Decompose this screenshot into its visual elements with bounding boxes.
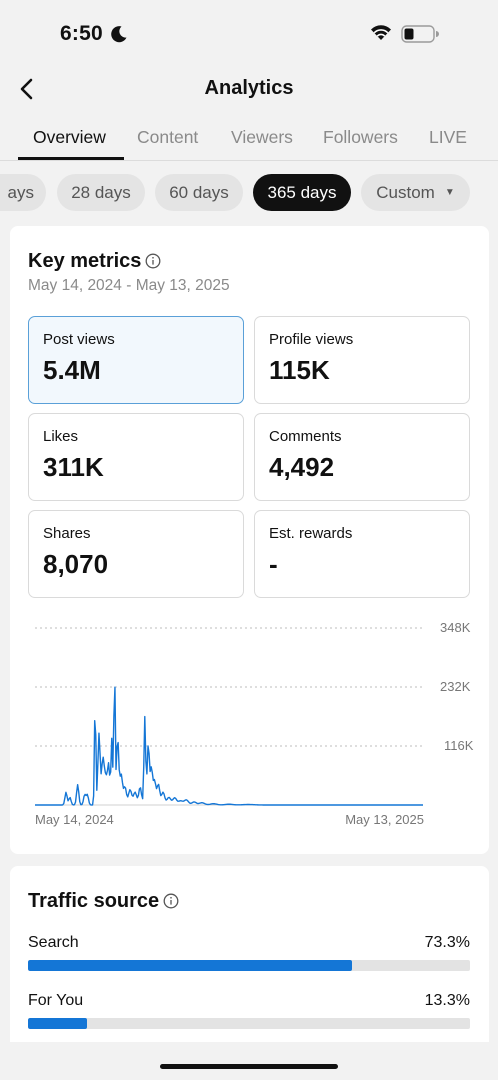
- metric-value: 115K: [269, 355, 330, 385]
- nav-header: Analytics: [0, 66, 498, 112]
- home-indicator: [160, 1064, 338, 1069]
- metric-likes[interactable]: Likes 311K: [28, 413, 244, 501]
- chip-28-days[interactable]: 28 days: [57, 174, 145, 211]
- metric-label: Shares: [43, 525, 91, 542]
- x-tick-label-start: May 14, 2024: [35, 812, 114, 827]
- key-metrics-card: Key metrics May 14, 2024 - May 13, 2025 …: [10, 226, 489, 854]
- chip-label: 60 days: [169, 182, 229, 202]
- status-bar: 6:50: [0, 0, 498, 66]
- chip-60-days[interactable]: 60 days: [155, 174, 243, 211]
- traffic-label-search: Search: [28, 934, 79, 951]
- date-range-chips: ays 28 days 60 days 365 days Custom ▼: [0, 174, 498, 212]
- traffic-value-search: 73.3%: [424, 934, 470, 951]
- metric-label: Comments: [269, 428, 342, 445]
- y-tick-label: 348K: [440, 620, 471, 635]
- chevron-left-icon: [20, 78, 33, 100]
- back-button[interactable]: [16, 76, 40, 102]
- metric-value: 5.4M: [43, 355, 101, 385]
- key-metrics-title: Key metrics: [28, 250, 142, 272]
- traffic-source-title: Traffic source: [28, 890, 160, 912]
- metric-value: 311K: [43, 452, 104, 482]
- tab-content[interactable]: Content: [137, 127, 199, 147]
- tab-active-indicator: [18, 157, 124, 160]
- tab-live[interactable]: LIVE: [429, 127, 467, 147]
- traffic-value-for-you: 13.3%: [424, 992, 470, 1009]
- metric-shares[interactable]: Shares 8,070: [28, 510, 244, 598]
- x-tick-label-end: May 13, 2025: [345, 812, 424, 827]
- traffic-bar-search: [28, 960, 470, 971]
- traffic-label-for-you: For You: [28, 992, 84, 1009]
- metric-label: Est. rewards: [269, 525, 353, 542]
- post-views-series-line: [35, 686, 423, 806]
- traffic-bar-fill: [28, 1018, 87, 1029]
- metric-comments[interactable]: Comments 4,492: [254, 413, 470, 501]
- metric-label: Post views: [43, 331, 115, 348]
- tab-bar: Overview Content Viewers Followers LIVE: [0, 112, 498, 161]
- chip-label: 365 days: [267, 182, 337, 202]
- traffic-bar-for-you: [28, 1018, 470, 1029]
- page-title: Analytics: [204, 77, 294, 99]
- info-icon[interactable]: [145, 253, 161, 269]
- metric-value: 4,492: [269, 452, 335, 482]
- date-range: May 14, 2024 - May 13, 2025: [28, 277, 230, 294]
- status-time: 6:50: [60, 22, 103, 45]
- moon-icon: [111, 26, 127, 43]
- chip-label: Custom: [376, 182, 435, 202]
- chip-7-days[interactable]: ays: [0, 174, 46, 211]
- y-tick-label: 116K: [444, 738, 474, 753]
- chart-series: [35, 686, 423, 806]
- y-tick-label: 232K: [440, 679, 471, 694]
- metric-est-rewards[interactable]: Est. rewards -: [254, 510, 470, 598]
- tab-followers[interactable]: Followers: [323, 127, 398, 147]
- wifi-icon: [371, 25, 391, 40]
- battery-icon: [401, 25, 439, 43]
- metric-value: 8,070: [43, 549, 109, 579]
- chip-label: ays: [7, 182, 34, 202]
- metric-post-views[interactable]: Post views 5.4M: [28, 316, 244, 404]
- traffic-source-card: Traffic source Search 73.3% For You 13.3…: [10, 866, 489, 1042]
- chip-custom[interactable]: Custom ▼: [361, 174, 470, 211]
- metric-label: Likes: [43, 428, 79, 445]
- metric-value: -: [269, 549, 278, 579]
- metric-label: Profile views: [269, 331, 354, 348]
- chip-365-days[interactable]: 365 days: [253, 174, 351, 211]
- chip-label: 28 days: [71, 182, 131, 202]
- traffic-bar-fill: [28, 960, 352, 971]
- caret-down-icon: ▼: [444, 187, 455, 198]
- metric-profile-views[interactable]: Profile views 115K: [254, 316, 470, 404]
- tab-viewers[interactable]: Viewers: [231, 127, 293, 147]
- tab-overview[interactable]: Overview: [33, 127, 106, 147]
- post-views-chart[interactable]: 348K 232K 116K May 14, 2024 May 13, 2025: [28, 616, 478, 831]
- info-icon[interactable]: [163, 893, 179, 909]
